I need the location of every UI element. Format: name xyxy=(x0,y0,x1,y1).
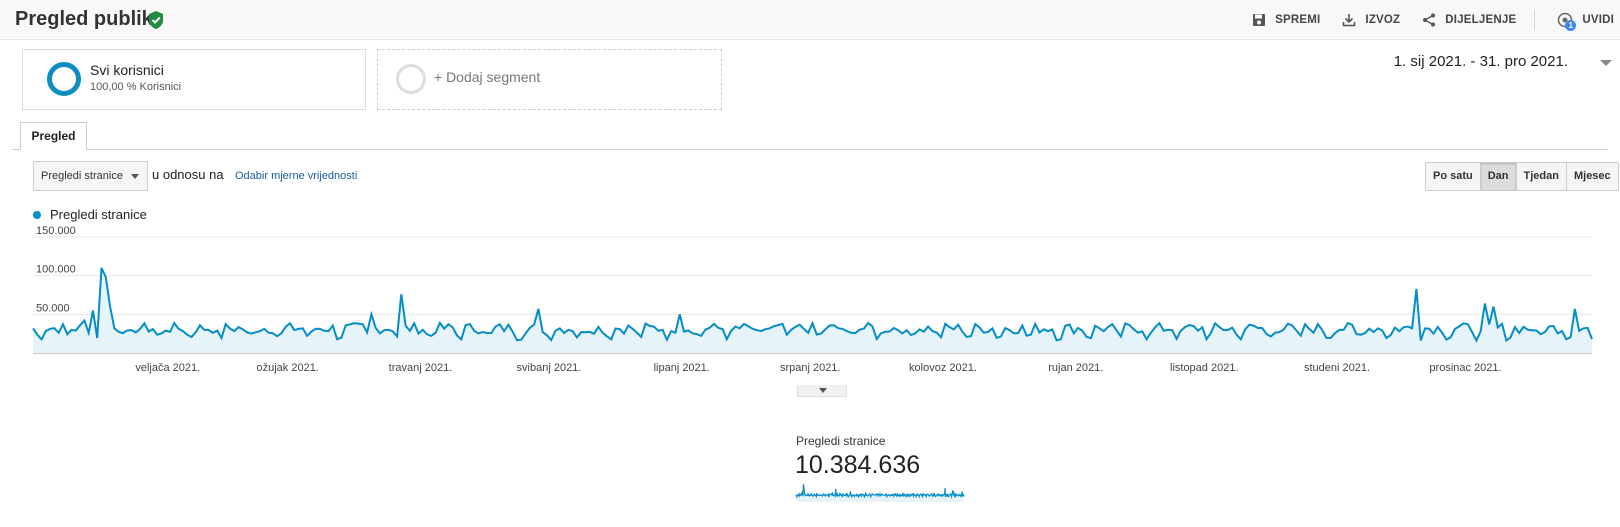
sparkline-area xyxy=(796,484,964,502)
tab-divider xyxy=(12,149,1608,150)
segment-all-users[interactable]: Svi korisnici 100,00 % Korisnici xyxy=(22,49,366,110)
export-button[interactable]: IZVOZ xyxy=(1342,13,1400,27)
share-button[interactable]: DIJELJENJE xyxy=(1422,13,1516,27)
granularity-hourly-button[interactable]: Po satu xyxy=(1426,163,1480,190)
y-tick-label: 150.000 xyxy=(36,225,76,237)
verified-shield-icon xyxy=(149,11,163,29)
insights-button[interactable]: 1 UVIDI xyxy=(1557,12,1614,31)
save-icon xyxy=(1253,14,1266,26)
summary-metric-label: Pregledi stranice xyxy=(796,434,886,448)
x-tick-label: travanj 2021. xyxy=(389,362,453,374)
report-header: Pregled publike SPREMI IZVOZ xyxy=(0,0,1620,40)
segment-ring-icon xyxy=(47,62,81,96)
sparkline-line xyxy=(795,484,965,500)
x-tick-label: studeni 2021. xyxy=(1304,362,1370,374)
granularity-day-button[interactable]: Dan xyxy=(1479,163,1516,190)
date-range-picker[interactable]: 1. sij 2021. - 31. pro 2021. xyxy=(1393,53,1568,70)
chevron-down-icon xyxy=(819,388,827,393)
y-tick-label: 50.000 xyxy=(36,302,70,314)
chevron-down-icon xyxy=(131,174,139,179)
insights-label: UVIDI xyxy=(1582,14,1614,26)
header-actions: SPREMI IZVOZ DIJELJENJE 1 U xyxy=(1230,0,1614,40)
x-tick-label: svibanj 2021. xyxy=(517,362,582,374)
share-icon xyxy=(1423,13,1436,27)
x-tick-label: prosinac 2021. xyxy=(1429,362,1501,374)
chart-collapse-handle[interactable] xyxy=(797,385,847,397)
series-line xyxy=(32,267,1593,343)
summary-metric-value: 10.384.636 xyxy=(795,451,921,479)
y-tick-label: 100.000 xyxy=(36,264,76,276)
x-tick-label: lipanj 2021. xyxy=(654,362,710,374)
versus-label: u odnosu na xyxy=(152,167,224,182)
segment-name: Svi korisnici xyxy=(90,62,164,78)
empty-segment-ring-icon xyxy=(396,64,426,94)
tab-overview[interactable]: Pregled xyxy=(20,122,87,150)
insights-count-badge: 1 xyxy=(1565,20,1577,31)
x-tick-label: kolovoz 2021. xyxy=(909,362,977,374)
x-tick-label: rujan 2021. xyxy=(1048,362,1103,374)
x-tick-label: srpanj 2021. xyxy=(780,362,841,374)
metric-select-value: Pregledi stranice xyxy=(41,170,123,182)
granularity-month-button[interactable]: Mjesec xyxy=(1565,163,1618,190)
save-button[interactable]: SPREMI xyxy=(1252,13,1320,27)
x-tick-label: veljača 2021. xyxy=(135,362,200,374)
page-title: Pregled publike xyxy=(15,8,164,30)
segment-share: 100,00 % Korisnici xyxy=(90,81,182,93)
save-label: SPREMI xyxy=(1275,14,1321,26)
legend-label: Pregledi stranice xyxy=(50,207,147,222)
compare-metric-link[interactable]: Odabir mjerne vrijednosti xyxy=(235,170,358,182)
summary-sparkline xyxy=(795,484,965,502)
granularity-toggle: Po satu Dan Tjedan Mjesec xyxy=(1425,162,1619,191)
series-area xyxy=(33,267,1592,353)
export-label: IZVOZ xyxy=(1365,14,1401,26)
add-segment-label: + Dodaj segment xyxy=(434,69,541,85)
pageviews-chart[interactable]: 150.000 100.000 50.000 veljača 2021. ožujak … xyxy=(0,225,1620,385)
divider xyxy=(1534,10,1536,30)
x-tick-label: ožujak 2021. xyxy=(256,362,318,374)
legend-dot-icon xyxy=(33,211,41,219)
download-icon xyxy=(1343,14,1356,27)
x-tick-label: listopad 2021. xyxy=(1170,362,1239,374)
chevron-down-icon[interactable] xyxy=(1600,60,1612,66)
metric-select[interactable]: Pregledi stranice xyxy=(33,161,148,191)
add-segment-button[interactable]: + Dodaj segment xyxy=(377,49,722,110)
share-label: DIJELJENJE xyxy=(1445,14,1517,26)
granularity-week-button[interactable]: Tjedan xyxy=(1515,163,1566,190)
